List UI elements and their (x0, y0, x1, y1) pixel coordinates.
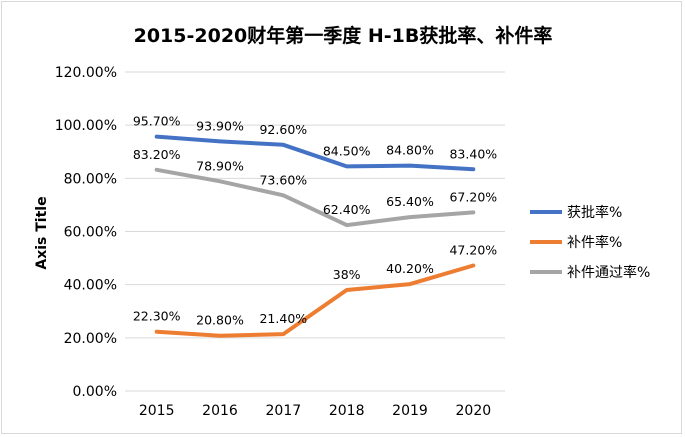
series-lines (154, 134, 476, 338)
data-label: 84.80% (386, 143, 434, 158)
data-label: 73.60% (259, 172, 307, 187)
gridlines (125, 71, 505, 392)
data-label: 38% (333, 267, 361, 282)
x-tick-label: 2016 (202, 403, 238, 419)
data-label: 62.40% (323, 202, 371, 217)
legend-label: 补件通过率% (567, 264, 650, 281)
y-tick-label: 60.00% (64, 225, 117, 241)
y-tick-label: 100.00% (55, 118, 117, 134)
data-label: 22.30% (133, 309, 181, 324)
legend-label: 补件率% (567, 234, 622, 251)
data-label: 78.90% (196, 158, 244, 173)
y-axis-title: Axis Title (34, 196, 50, 269)
y-tick-label: 0.00% (73, 384, 117, 400)
data-label: 21.40% (259, 311, 307, 326)
x-tick-label: 2017 (266, 403, 302, 419)
x-tick-label: 2019 (392, 403, 428, 419)
series-line (154, 263, 476, 338)
x-tick-label: 2015 (139, 403, 175, 419)
y-tick-label: 20.00% (64, 331, 117, 347)
data-label: 92.60% (259, 122, 307, 137)
x-axis-ticks: 2015 2016 2017 2018 2019 2020 (139, 403, 491, 419)
y-tick-label: 120.00% (55, 65, 117, 81)
data-label: 40.20% (386, 261, 434, 276)
series-line (154, 134, 476, 172)
legend: 获批率% 补件率% 补件通过率% (530, 204, 650, 281)
data-label: 83.20% (133, 147, 181, 162)
data-label: 83.40% (449, 146, 497, 161)
data-label: 20.80% (196, 313, 244, 328)
data-label: 93.90% (196, 118, 244, 133)
x-tick-label: 2018 (329, 403, 365, 419)
data-label: 65.40% (386, 194, 434, 209)
y-tick-label: 80.00% (64, 171, 117, 187)
x-tick-label: 2020 (456, 403, 492, 419)
y-tick-label: 40.00% (64, 278, 117, 294)
data-label: 84.50% (323, 143, 371, 158)
chart-title: 2015-2020财年第一季度 H-1B获批率、补件率 (134, 24, 553, 47)
legend-label: 获批率% (567, 204, 622, 221)
data-label: 47.20% (449, 243, 497, 258)
data-label: 67.20% (449, 189, 497, 204)
data-label: 95.70% (133, 114, 181, 129)
y-axis-ticks: 0.00% 20.00% 40.00% 60.00% 80.00% 100.00% 120.… (55, 65, 117, 400)
series-line (154, 167, 476, 228)
data-labels: 95.70% 93.90% 92.60% 84.50% 84.80% 83.40% 22.3… (133, 114, 497, 328)
